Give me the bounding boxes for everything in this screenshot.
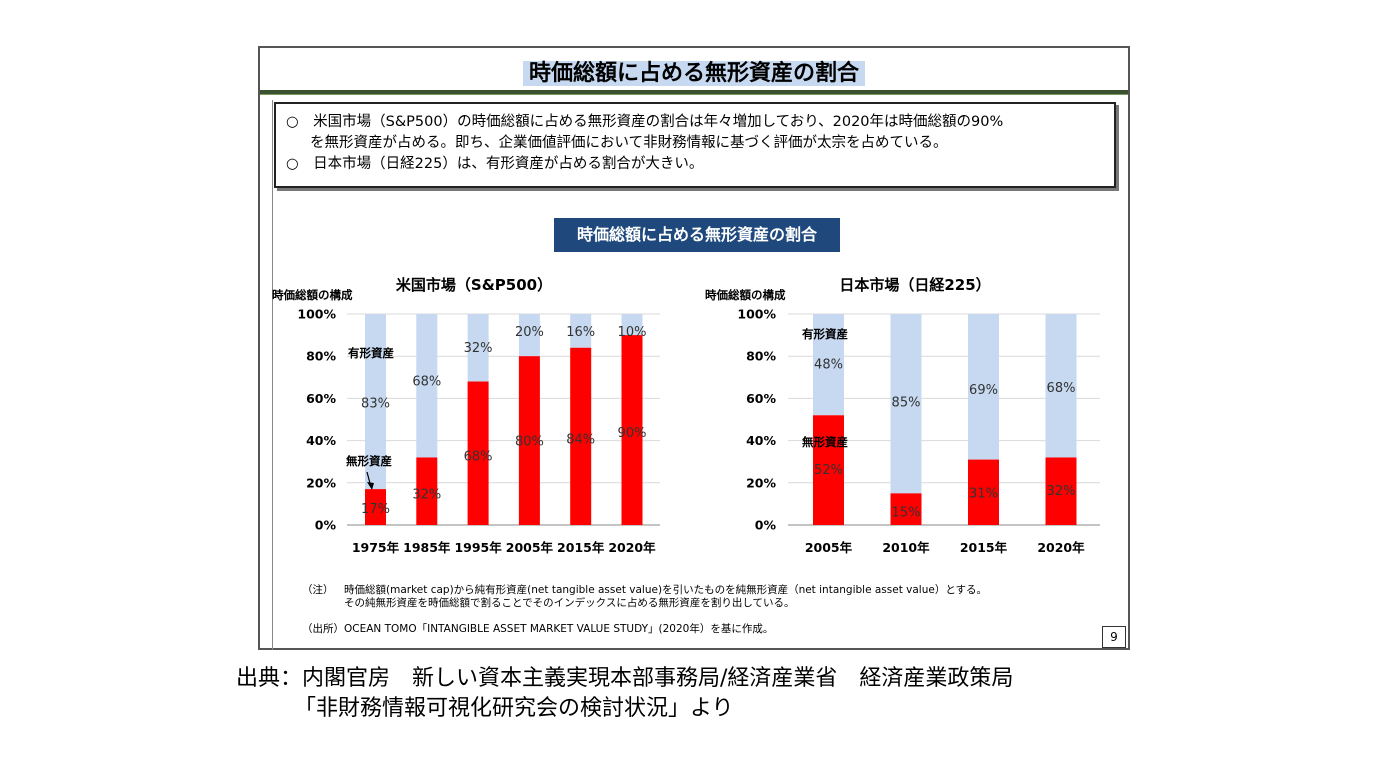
- jp-label-intangible: 32%: [1047, 484, 1076, 499]
- us-x-tick-label: 1985年: [403, 540, 451, 555]
- jp-bar-intangible: [1045, 457, 1077, 525]
- jp-chart-title: 日本市場（日経225）: [839, 276, 990, 294]
- jp-bar-intangible: [968, 459, 999, 525]
- summary-line-3: ○ 日本市場（日経225）は、有形資産が占める割合が大きい。: [286, 156, 704, 172]
- summary-line-2: を無形資産が占める。即ち、企業価値評価において非財務情報に基づく評価が太宗を占め…: [310, 135, 948, 151]
- jp-y-tick-label: 80%: [746, 349, 776, 364]
- us-x-tick-label: 2020年: [608, 540, 656, 555]
- us-legend-intangible: 無形資産: [346, 454, 392, 468]
- us-label-tangible: 20%: [515, 325, 544, 340]
- us-bar-intangible: [416, 457, 438, 525]
- summary-line-1: ○ 米国市場（S&P500）の時価総額に占める無形資産の割合は年々増加しており、…: [286, 114, 1004, 130]
- note-line-1: 時価総額(market cap)から純有形資産(net tangible ass…: [344, 584, 988, 596]
- jp-bar-intangible: [813, 415, 844, 525]
- us-y-tick-label: 0%: [315, 518, 337, 533]
- us-bar-tangible: [365, 314, 386, 490]
- jp-label-tangible: 69%: [969, 383, 998, 398]
- us-bar-tangible: [518, 314, 540, 357]
- notes: （注） 時価総額(market cap)から純有形資産(net tangible …: [302, 584, 1102, 636]
- us-x-tick-label: 1975年: [352, 540, 400, 555]
- us-label-tangible: 10%: [618, 325, 647, 340]
- jp-y-tick-label: 60%: [746, 391, 776, 406]
- jp-bar-intangible: [890, 493, 922, 525]
- us-bar-intangible: [518, 356, 540, 525]
- jp-bar-tangible: [890, 314, 922, 494]
- us-x-tick-label: 2015年: [557, 540, 605, 555]
- jp-legend-intangible: 無形資産: [802, 435, 848, 449]
- us-label-intangible: 80%: [515, 435, 544, 450]
- summary-box: ○ 米国市場（S&P500）の時価総額に占める無形資産の割合は年々増加しており、…: [274, 102, 1116, 188]
- jp-bar-tangible: [813, 314, 844, 416]
- slide-title: 時価総額に占める無形資産の割合: [260, 56, 1128, 92]
- jp-label-intangible: 31%: [969, 486, 998, 501]
- jp-y-tick-label: 0%: [755, 518, 777, 533]
- jp-y-tick-label: 40%: [746, 433, 776, 448]
- us-label-tangible: 16%: [566, 325, 595, 340]
- source-label: （出所）: [302, 623, 344, 635]
- us-y-tick-label: 80%: [306, 349, 336, 364]
- us-bar-intangible: [570, 347, 592, 525]
- inner-rule: [272, 100, 273, 650]
- us-label-tangible: 83%: [361, 396, 390, 411]
- source-caption: 出典：内閣官房 新しい資本主義実現本部事務局/経済産業省 経済産業政策局 「非財…: [236, 664, 1013, 724]
- us-y-axis-label: 時価総額の構成: [272, 288, 353, 302]
- us-y-tick-label: 60%: [306, 391, 336, 406]
- jp-y-axis-label: 時価総額の構成: [705, 288, 786, 302]
- us-bar-intangible: [621, 335, 643, 525]
- us-y-tick-label: 40%: [306, 433, 336, 448]
- title-rule: [260, 90, 1128, 95]
- page-number: 9: [1102, 626, 1126, 648]
- jp-label-intangible: 15%: [892, 505, 921, 520]
- us-chart-title: 米国市場（S&P500）: [396, 276, 552, 294]
- us-label-intangible: 68%: [464, 449, 493, 464]
- us-y-tick-label: 20%: [306, 475, 336, 490]
- jp-label-intangible: 52%: [814, 463, 843, 478]
- jp-label-tangible: 48%: [814, 358, 843, 373]
- us-label-intangible: 90%: [618, 426, 647, 441]
- chart-banner: 時価総額に占める無形資産の割合: [554, 218, 840, 252]
- us-bar-tangible: [416, 314, 438, 458]
- us-label-intangible: 17%: [361, 502, 390, 517]
- jp-x-tick-label: 2020年: [1037, 540, 1085, 555]
- us-y-tick-label: 100%: [297, 307, 336, 322]
- jp-legend-tangible: 有形資産: [802, 327, 848, 341]
- us-legend-arrow-head: [367, 482, 374, 490]
- caption-line-2: 「非財務情報可視化研究会の検討状況」より: [294, 696, 734, 721]
- jp-bar-tangible: [968, 314, 999, 460]
- jp-x-tick-label: 2005年: [805, 540, 853, 555]
- jp-y-tick-label: 100%: [737, 307, 776, 322]
- us-legend-tangible: 有形資産: [348, 346, 394, 360]
- us-bar-tangible: [467, 314, 489, 382]
- us-bar-tangible: [570, 314, 592, 348]
- jp-bar-tangible: [1045, 314, 1077, 458]
- caption-line-1: 出典：内閣官房 新しい資本主義実現本部事務局/経済産業省 経済産業政策局: [236, 666, 1014, 691]
- us-bar-intangible: [467, 381, 489, 525]
- us-label-intangible: 84%: [566, 432, 595, 447]
- source-text: OCEAN TOMO「INTANGIBLE ASSET MARKET VALUE…: [344, 623, 774, 635]
- us-bar-tangible: [621, 314, 643, 336]
- jp-label-tangible: 68%: [1047, 381, 1076, 396]
- us-x-tick-label: 2005年: [506, 540, 554, 555]
- slide-title-text: 時価総額に占める無形資産の割合: [522, 61, 865, 86]
- jp-x-tick-label: 2015年: [960, 540, 1008, 555]
- note-label: （注）: [302, 584, 334, 596]
- us-bar-intangible: [365, 489, 386, 525]
- us-label-tangible: 32%: [464, 341, 493, 356]
- jp-y-tick-label: 20%: [746, 475, 776, 490]
- jp-label-tangible: 85%: [892, 396, 921, 411]
- us-label-tangible: 68%: [412, 375, 441, 390]
- note-line-2: その純無形資産を時価総額で割ることでそのインデックスに占める無形資産を割り出して…: [344, 597, 795, 609]
- jp-x-tick-label: 2010年: [882, 540, 930, 555]
- us-label-intangible: 32%: [412, 487, 441, 502]
- us-x-tick-label: 1995年: [454, 540, 502, 555]
